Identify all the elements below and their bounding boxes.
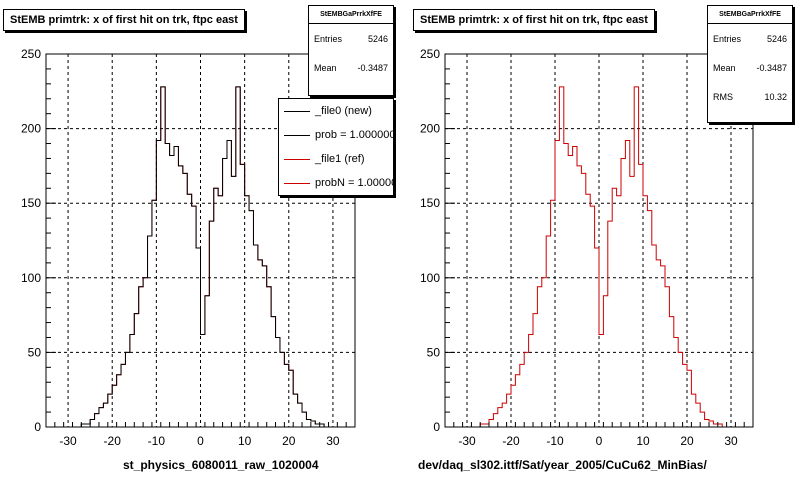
panel1-x-tick-label: 30 xyxy=(326,434,340,448)
panel1-stats-name: StEMBGaPrrkXfFE xyxy=(309,6,393,24)
legend-swatch xyxy=(284,110,310,112)
panel1-x-tick-label: -20 xyxy=(104,434,122,448)
panel1-x-tick-label: 10 xyxy=(238,434,252,448)
panel1-stats-row-mean: Mean -0.3487 xyxy=(309,53,393,82)
legend-label: prob = 1.000000 xyxy=(315,129,394,141)
legend-entry: _file0 (new) xyxy=(279,99,393,123)
panel1-y-tick-label: 200 xyxy=(21,122,41,136)
panel2-x-tick-label: 10 xyxy=(636,434,650,448)
panel2-y-tick-label: 200 xyxy=(420,122,440,136)
stat-value: 5246 xyxy=(766,33,787,44)
panel2-y-tick-label: 100 xyxy=(420,271,440,285)
panel2-x-tick-label: 20 xyxy=(680,434,694,448)
panel1-y-tick-label: 100 xyxy=(21,271,41,285)
panel2-y-tick-label: 0 xyxy=(433,420,440,434)
panel1-x-tick-label: 0 xyxy=(197,434,204,448)
stat-label: Entries xyxy=(314,33,343,44)
legend-entry: probN = 1.000000 xyxy=(279,171,393,195)
legend-swatch xyxy=(284,182,310,184)
panel1-x-axis-label: st_physics_6080011_raw_1020004 xyxy=(123,458,319,472)
stat-label: Entries xyxy=(713,33,742,44)
panel1-legend: _file0 (new) prob = 1.000000 _file1 (ref… xyxy=(278,98,394,196)
panel2-y-tick-label: 50 xyxy=(427,345,441,359)
legend-entry: _file1 (ref) xyxy=(279,147,393,171)
panel1-y-tick-label: 0 xyxy=(34,420,41,434)
panel1-x-tick-label: 20 xyxy=(282,434,296,448)
panel2-x-tick-label: -10 xyxy=(546,434,564,448)
panel1-histogram-series-1 xyxy=(46,86,355,428)
panel1-plot-frame xyxy=(45,53,356,428)
panel1-x-tick-label: -30 xyxy=(59,434,77,448)
stat-label: Mean xyxy=(314,62,337,73)
stat-value: 10.32 xyxy=(764,91,787,102)
panel2-stats-row-entries: Entries 5246 xyxy=(708,24,792,53)
panel2-title: StEMB primtrk: x of first hit on trk, ft… xyxy=(413,9,655,31)
panel2-x-axis-label: dev/daq_sl302.ittf/Sat/year_2005/CuCu62_… xyxy=(418,458,707,472)
panel2-stats-row-mean: Mean -0.3487 xyxy=(708,53,792,82)
legend-label: _file0 (new) xyxy=(315,105,372,117)
panel2-y-tick-label: 250 xyxy=(420,47,440,61)
stat-value: -0.3487 xyxy=(756,62,787,73)
panel1-y-tick-label: 150 xyxy=(21,196,41,210)
stat-label: RMS xyxy=(713,91,733,102)
panel1-stats-row-entries: Entries 5246 xyxy=(309,24,393,53)
panel1-title: StEMB primtrk: x of first hit on trk, ft… xyxy=(3,9,245,31)
stat-value: -0.3487 xyxy=(357,62,388,73)
panel2-x-tick-label: 0 xyxy=(596,434,603,448)
panel1-x-tick-label: -10 xyxy=(148,434,166,448)
panel2-stats-name: StEMBGaPrrkXfFE xyxy=(708,6,792,24)
legend-entry: prob = 1.000000 xyxy=(279,123,393,147)
legend-swatch xyxy=(284,134,310,136)
legend-swatch xyxy=(284,158,310,160)
panel2-x-tick-label: -30 xyxy=(458,434,476,448)
panel1-y-tick-label: 250 xyxy=(21,47,41,61)
panel2-stats-row-rms: RMS 10.32 xyxy=(708,82,792,111)
panel2-plot-frame xyxy=(444,53,754,428)
panel2-x-tick-label: 30 xyxy=(724,434,738,448)
panel1-stats-box: StEMBGaPrrkXfFE Entries 5246 Mean -0.348… xyxy=(308,5,394,96)
legend-label: probN = 1.000000 xyxy=(315,177,393,189)
panel2-y-tick-label: 150 xyxy=(420,196,440,210)
stat-label: Mean xyxy=(713,62,736,73)
panel2-stats-box: StEMBGaPrrkXfFE Entries 5246 Mean -0.348… xyxy=(707,5,793,123)
legend-label: _file1 (ref) xyxy=(315,153,365,165)
panel2-x-tick-label: -20 xyxy=(502,434,520,448)
stat-value: 5246 xyxy=(367,33,388,44)
panel2-histogram-series-0 xyxy=(445,86,753,428)
panel1-y-tick-label: 50 xyxy=(28,345,42,359)
